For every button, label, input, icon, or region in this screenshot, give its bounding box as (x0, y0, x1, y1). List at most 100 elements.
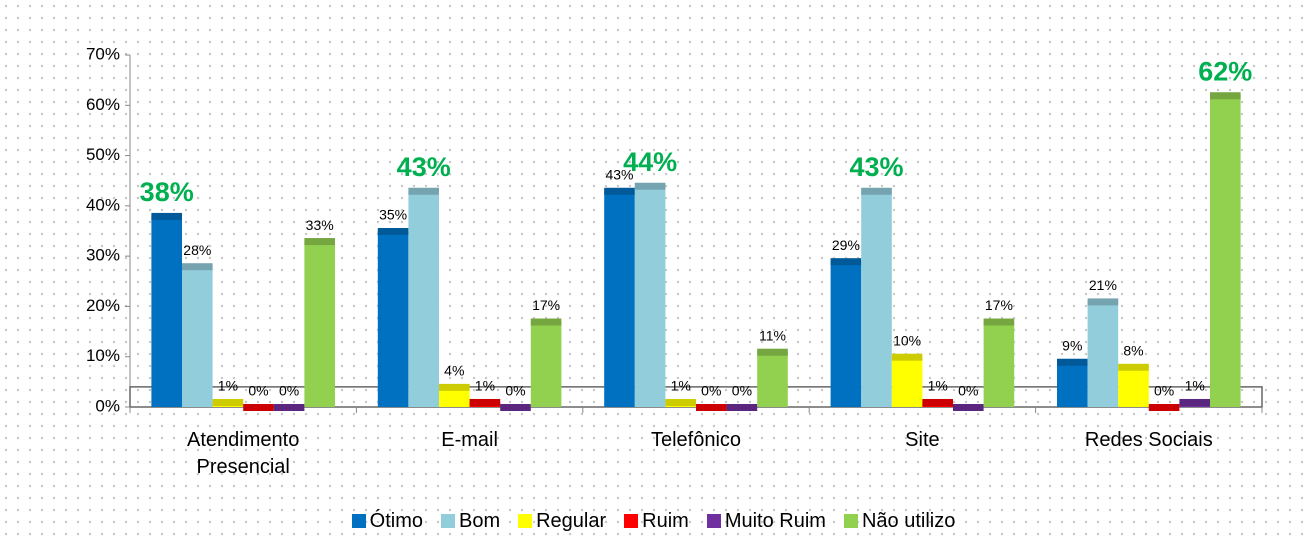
bar-cap (1148, 404, 1180, 411)
legend-item: Não utilizo (843, 510, 956, 533)
y-tick-label: 10% (86, 346, 120, 365)
value-label: 9% (1062, 337, 1082, 353)
legend-label: Ruim (642, 510, 689, 532)
bar-cap (604, 187, 635, 195)
y-tick-label: 70% (86, 44, 120, 63)
bar-cap (377, 228, 409, 235)
bar-cap (665, 398, 696, 406)
value-label: 0% (732, 383, 752, 399)
bar-cap (634, 182, 666, 190)
bar (151, 215, 182, 407)
bar-cap (861, 187, 892, 195)
y-tick-label: 50% (86, 145, 120, 164)
bar-cap (182, 263, 213, 271)
value-label: 28% (183, 242, 211, 258)
bar-cap (1118, 363, 1149, 371)
bar (604, 190, 635, 407)
legend-swatch (518, 514, 533, 528)
bar (861, 190, 892, 407)
bar-cap (726, 404, 758, 411)
value-label: 0% (505, 383, 525, 399)
legend-item: Muito Ruim (706, 510, 826, 533)
x-tick-label: Atendimento Presencial (187, 429, 300, 478)
bar-cap (439, 383, 470, 391)
bar-cap (1179, 398, 1210, 406)
value-label: 0% (248, 383, 268, 399)
legend-label: Muito Ruim (724, 510, 826, 532)
bar (1118, 366, 1149, 407)
value-label: 43% (605, 166, 633, 182)
value-label: 29% (832, 237, 860, 253)
bar-cap (1210, 92, 1241, 100)
value-label: 4% (444, 363, 464, 379)
value-label-highlight: 38% (140, 177, 194, 207)
bar-cap (1057, 358, 1088, 366)
bar-cap (469, 398, 501, 406)
value-label: 11% (759, 327, 786, 343)
value-label: 1% (928, 378, 948, 394)
value-label: 1% (671, 378, 691, 394)
legend-item: Ruim (624, 510, 689, 533)
bar-cap (304, 238, 335, 246)
value-label: 35% (379, 207, 407, 223)
bar-cap (983, 318, 1015, 326)
bar-cap (922, 398, 953, 406)
value-label: 1% (1185, 378, 1205, 394)
y-tick-label: 20% (86, 296, 120, 315)
bar (439, 386, 470, 407)
bar (377, 231, 409, 407)
legend-item: Ótimo (351, 510, 423, 533)
bar-cap (151, 212, 182, 220)
legend-swatch (843, 514, 858, 528)
bar-cap (1087, 298, 1119, 306)
legend-swatch (351, 514, 366, 528)
value-label: 0% (279, 383, 299, 399)
bar (757, 351, 788, 407)
bar (408, 190, 439, 407)
bar-cap (212, 398, 244, 406)
bar-cap (891, 353, 923, 361)
bar (182, 266, 213, 407)
legend-swatch (624, 514, 639, 528)
bar (830, 261, 862, 407)
x-tick-label: Site (905, 429, 940, 451)
legend-item: Regular (518, 510, 606, 533)
value-label: 8% (1123, 342, 1143, 358)
value-label: 17% (532, 297, 560, 313)
bar-cap (830, 258, 862, 266)
bar (1210, 95, 1241, 407)
value-label: 33% (306, 217, 334, 233)
bar (983, 321, 1015, 407)
bar-cap (757, 348, 788, 356)
bar-cap (273, 404, 305, 411)
bar (530, 321, 562, 407)
bar-cap (953, 404, 984, 411)
x-tick-label: Redes Sociais (1084, 429, 1213, 451)
value-label-highlight: 43% (849, 152, 903, 182)
bar-cap (500, 404, 531, 411)
value-label: 0% (1154, 383, 1174, 399)
bar-cap (530, 318, 562, 326)
y-tick-label: 60% (86, 95, 120, 114)
value-label: 0% (958, 383, 978, 399)
value-label: 10% (893, 332, 921, 348)
legend-label: Bom (458, 510, 501, 532)
legend-label: Não utilizo (861, 510, 956, 532)
value-label: 0% (701, 383, 721, 399)
value-label: 1% (218, 378, 238, 394)
value-label: 1% (475, 378, 495, 394)
bar (634, 185, 666, 407)
y-tick-label: 30% (86, 246, 120, 265)
legend-label: Regular (536, 510, 607, 532)
value-label-highlight: 43% (397, 152, 451, 182)
value-label: 21% (1089, 277, 1117, 293)
x-tick-label: Telefônico (650, 429, 742, 451)
value-label-highlight: 62% (1198, 56, 1252, 86)
legend-item: Bom (440, 510, 501, 533)
bar-cap (696, 404, 727, 411)
bar (1057, 361, 1088, 407)
bar-cap (408, 187, 439, 195)
y-tick-label: 0% (95, 396, 120, 415)
